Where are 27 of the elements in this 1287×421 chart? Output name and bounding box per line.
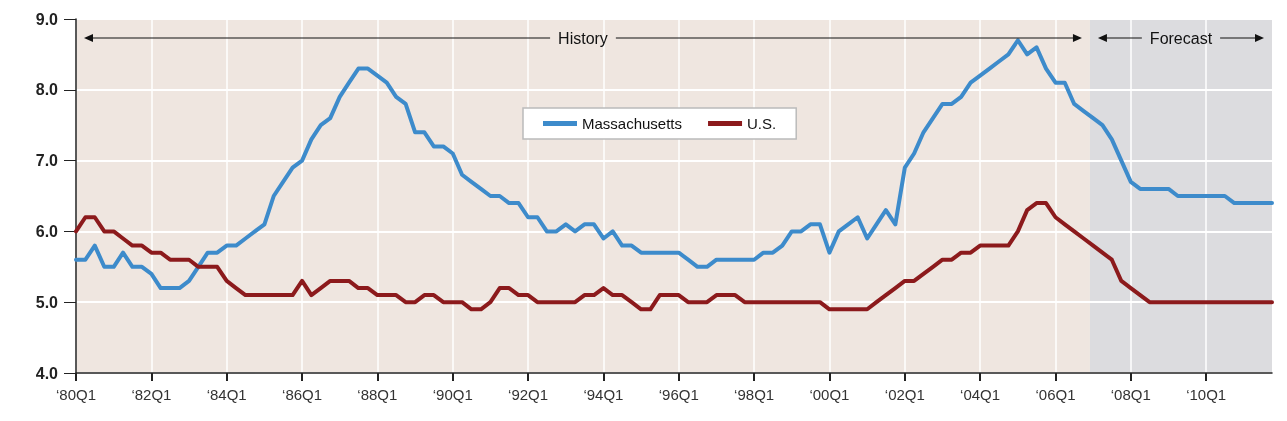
- x-tick-label: ‘88Q1: [357, 386, 398, 403]
- legend-label: U.S.: [747, 115, 777, 132]
- x-tick-label: ‘84Q1: [206, 386, 247, 403]
- x-tick-label: ‘86Q1: [282, 386, 323, 403]
- legend-label: Massachusetts: [582, 115, 683, 132]
- x-tick-label: ‘90Q1: [432, 386, 473, 403]
- x-tick-label: ‘94Q1: [583, 386, 624, 403]
- x-tick-label: ‘10Q1: [1186, 386, 1227, 403]
- y-tick-label: 6.0: [35, 222, 59, 240]
- x-tick-label: ‘04Q1: [960, 386, 1001, 403]
- band-label: History: [558, 29, 608, 47]
- y-tick-label: 4.0: [35, 364, 59, 382]
- x-tick-label: ‘08Q1: [1110, 386, 1151, 403]
- y-tick-label: 9.0: [35, 10, 59, 28]
- y-tick-label: 7.0: [35, 152, 59, 170]
- x-tick-label: ‘82Q1: [131, 386, 172, 403]
- band-label: Forecast: [1149, 29, 1213, 47]
- y-tick-label: 8.0: [35, 81, 59, 99]
- x-tick-label: ‘06Q1: [1035, 386, 1076, 403]
- x-tick-label: ‘96Q1: [658, 386, 699, 403]
- x-tick-label: ‘00Q1: [809, 386, 850, 403]
- x-tick-label: ‘98Q1: [734, 386, 775, 403]
- x-tick-label: ‘02Q1: [884, 386, 925, 403]
- line-series: [74, 201, 1274, 312]
- x-tick-label: ‘92Q1: [508, 386, 549, 403]
- x-tick-label: ‘80Q1: [55, 386, 97, 403]
- y-tick-label: 5.0: [35, 293, 59, 311]
